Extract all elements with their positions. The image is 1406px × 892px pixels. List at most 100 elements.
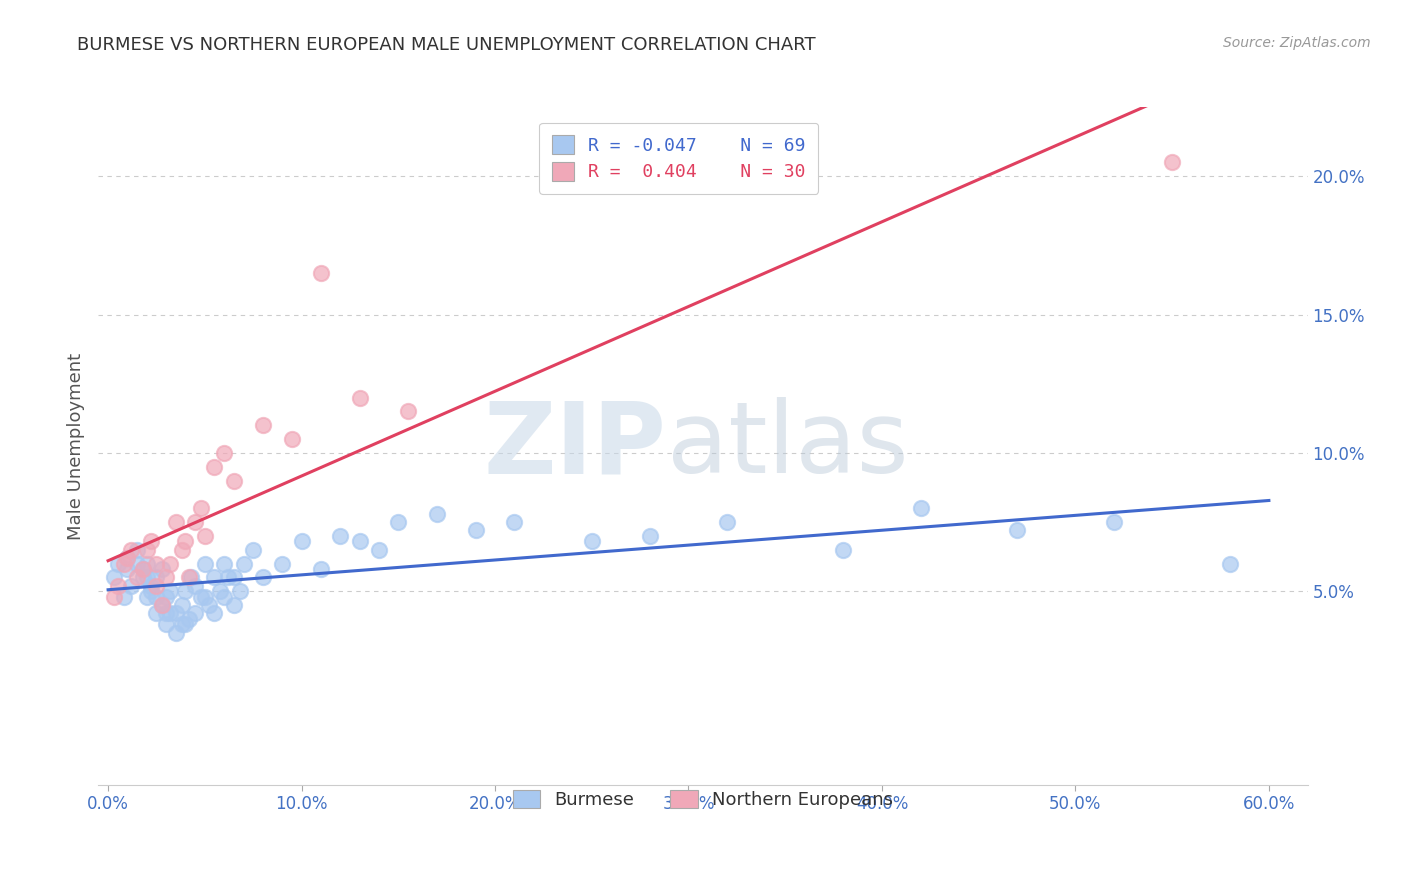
Point	[309, 266, 332, 280]
Point	[170, 617, 193, 632]
Point	[581, 534, 603, 549]
Point	[103, 570, 125, 584]
Point	[212, 590, 235, 604]
Point	[190, 501, 212, 516]
Point	[349, 534, 371, 549]
Point	[638, 529, 661, 543]
Point	[368, 542, 391, 557]
Point	[194, 529, 217, 543]
Point	[135, 590, 157, 604]
Point	[117, 551, 139, 566]
Point	[139, 579, 162, 593]
Point	[174, 534, 197, 549]
Point	[132, 562, 155, 576]
Point	[120, 579, 142, 593]
Point	[127, 542, 149, 557]
Point	[107, 579, 129, 593]
Point	[190, 590, 212, 604]
Point	[132, 570, 155, 584]
Text: ZIP: ZIP	[484, 398, 666, 494]
Point	[329, 529, 352, 543]
Point	[127, 557, 149, 571]
Point	[252, 418, 274, 433]
Point	[150, 562, 173, 576]
Text: BURMESE VS NORTHERN EUROPEAN MALE UNEMPLOYMENT CORRELATION CHART: BURMESE VS NORTHERN EUROPEAN MALE UNEMPL…	[77, 36, 815, 54]
Point	[426, 507, 449, 521]
Point	[716, 515, 738, 529]
Point	[112, 590, 135, 604]
Point	[117, 551, 139, 566]
Point	[204, 607, 226, 621]
Point	[179, 570, 201, 584]
Point	[159, 584, 181, 599]
Legend: Burmese, Northern Europeans: Burmese, Northern Europeans	[499, 775, 907, 823]
Point	[232, 557, 254, 571]
Point	[145, 570, 167, 584]
Point	[184, 515, 207, 529]
Point	[1161, 155, 1184, 169]
Point	[217, 570, 239, 584]
Point	[464, 524, 486, 538]
Point	[145, 590, 167, 604]
Point	[155, 607, 177, 621]
Point	[242, 542, 264, 557]
Point	[135, 570, 157, 584]
Point	[222, 598, 245, 612]
Point	[145, 557, 167, 571]
Point	[103, 590, 125, 604]
Point	[1007, 524, 1029, 538]
Point	[349, 391, 371, 405]
Point	[165, 515, 187, 529]
Point	[165, 625, 187, 640]
Point	[132, 562, 155, 576]
Point	[159, 557, 181, 571]
Point	[832, 542, 855, 557]
Point	[309, 562, 332, 576]
Point	[179, 612, 201, 626]
Point	[184, 579, 207, 593]
Text: atlas: atlas	[666, 398, 908, 494]
Point	[1102, 515, 1125, 529]
Point	[170, 598, 193, 612]
Point	[145, 607, 167, 621]
Point	[120, 542, 142, 557]
Point	[228, 584, 250, 599]
Point	[180, 570, 202, 584]
Point	[107, 557, 129, 571]
Point	[194, 557, 217, 571]
Point	[159, 607, 181, 621]
Point	[212, 446, 235, 460]
Point	[281, 432, 304, 446]
Point	[222, 474, 245, 488]
Point	[197, 598, 219, 612]
Point	[174, 584, 197, 599]
Point	[910, 501, 932, 516]
Point	[170, 542, 193, 557]
Point	[222, 570, 245, 584]
Point	[155, 590, 177, 604]
Point	[165, 607, 187, 621]
Point	[145, 579, 167, 593]
Point	[174, 617, 197, 632]
Point	[209, 584, 232, 599]
Point	[150, 598, 173, 612]
Point	[155, 570, 177, 584]
Point	[271, 557, 294, 571]
Point	[139, 584, 162, 599]
Y-axis label: Male Unemployment: Male Unemployment	[66, 352, 84, 540]
Point	[387, 515, 409, 529]
Point	[184, 607, 207, 621]
Point	[1219, 557, 1241, 571]
Point	[112, 557, 135, 571]
Point	[503, 515, 526, 529]
Point	[396, 404, 419, 418]
Point	[204, 459, 226, 474]
Point	[155, 617, 177, 632]
Point	[135, 557, 157, 571]
Point	[252, 570, 274, 584]
Point	[290, 534, 312, 549]
Point	[212, 557, 235, 571]
Point	[135, 542, 157, 557]
Text: Source: ZipAtlas.com: Source: ZipAtlas.com	[1223, 36, 1371, 50]
Point	[204, 570, 226, 584]
